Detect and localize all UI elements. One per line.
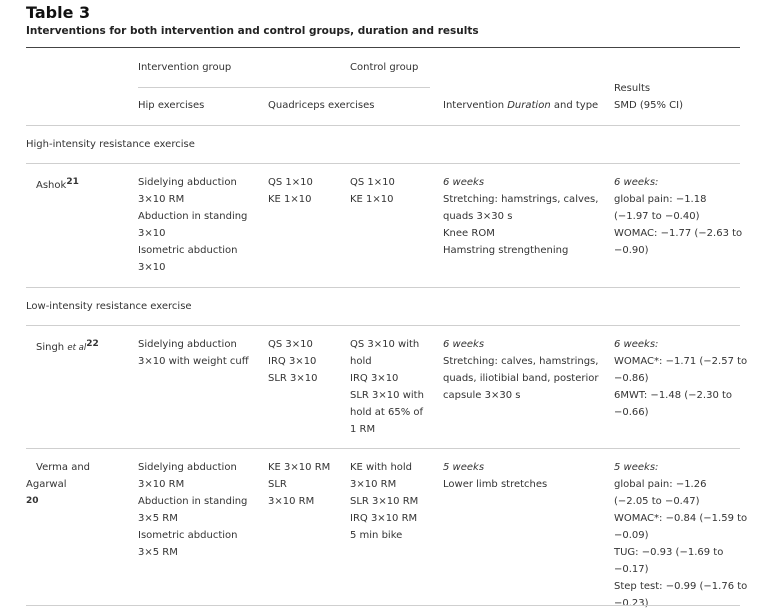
- results-cell: 6 weeks: WOMAC*: −1.71 (−2.57 to −0.86) …: [614, 339, 748, 418]
- reference-number: 22: [86, 339, 99, 349]
- quadriceps-cell: KE 3×10 RM SLR 3×10 RM: [268, 462, 331, 507]
- control-cell: QS 3×10 with hold IRQ 3×10 SLR 3×10 with…: [350, 339, 424, 435]
- header-group-rule: [138, 87, 430, 88]
- section-rule: [26, 163, 740, 164]
- hip-exercises-cell: Sidelying abduction 3×10 RM Abduction in…: [138, 462, 248, 558]
- reference-number: 20: [26, 496, 39, 506]
- table-title: Table 3: [26, 3, 91, 22]
- duration-type-cell: 5 weeks Lower limb stretches: [443, 462, 548, 490]
- header-smd: SMD (95% CI): [614, 100, 683, 111]
- hip-exercises-cell: Sidelying abduction 3×10 RM Abduction in…: [138, 177, 248, 273]
- quadriceps-cell: QS 3×10 IRQ 3×10 SLR 3×10: [268, 339, 318, 384]
- row-rule: [26, 448, 740, 449]
- table-caption: Interventions for both intervention and …: [26, 25, 479, 37]
- bottom-rule: [26, 605, 740, 606]
- control-cell: QS 1×10 KE 1×10: [350, 177, 395, 205]
- header-quadriceps-exercises: Quadriceps exercises: [268, 100, 375, 111]
- header-intervention-group: Intervention group: [138, 62, 232, 73]
- results-cell: 6 weeks: global pain: −1.18 (−1.97 to −0…: [614, 177, 743, 256]
- top-rule: [26, 47, 740, 48]
- header-control-group: Control group: [350, 62, 419, 73]
- quadriceps-cell: QS 1×10 KE 1×10: [268, 177, 313, 205]
- control-cell: KE with hold 3×10 RM SLR 3×10 RM IRQ 3×1…: [350, 462, 419, 541]
- header-hip-exercises: Hip exercises: [138, 100, 205, 111]
- header-rule: [26, 125, 740, 126]
- hip-exercises-cell: Sidelying abduction 3×10 with weight cuf…: [138, 339, 249, 367]
- study-cell: Verma and Agarwal 20: [26, 459, 90, 510]
- section-label-low-intensity: Low-intensity resistance exercise: [26, 301, 192, 312]
- duration-type-cell: 6 weeks Stretching: hamstrings, calves, …: [443, 177, 599, 256]
- study-cell: Singh et al22: [36, 339, 99, 353]
- section-label-high-intensity: High-intensity resistance exercise: [26, 139, 195, 150]
- header-intervention-duration-type: Intervention Duration and type: [443, 100, 599, 111]
- row-rule: [26, 287, 740, 288]
- header-results: Results: [614, 83, 651, 94]
- section-rule: [26, 325, 740, 326]
- duration-type-cell: 6 weeks Stretching: calves, hamstrings, …: [443, 339, 599, 401]
- reference-number: 21: [66, 177, 79, 187]
- results-cell: 5 weeks: global pain: −1.26 (−2.05 to −0…: [614, 462, 748, 609]
- study-cell: Ashok21: [36, 177, 79, 191]
